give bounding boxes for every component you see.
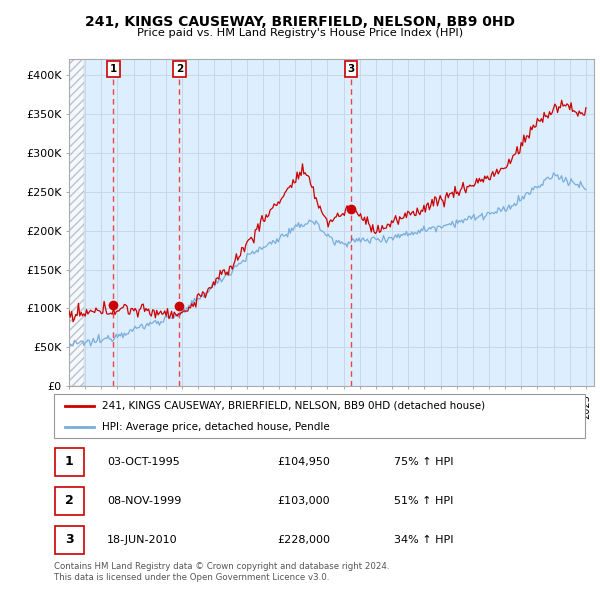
Text: 241, KINGS CAUSEWAY, BRIERFIELD, NELSON, BB9 0HD: 241, KINGS CAUSEWAY, BRIERFIELD, NELSON,…: [85, 15, 515, 30]
Text: 1: 1: [65, 455, 74, 468]
FancyBboxPatch shape: [55, 448, 84, 476]
Text: HPI: Average price, detached house, Pendle: HPI: Average price, detached house, Pend…: [102, 422, 329, 432]
Text: 03-OCT-1995: 03-OCT-1995: [107, 457, 180, 467]
Text: £104,950: £104,950: [277, 457, 330, 467]
Text: 18-JUN-2010: 18-JUN-2010: [107, 535, 178, 545]
Text: 2: 2: [65, 494, 74, 507]
Text: 241, KINGS CAUSEWAY, BRIERFIELD, NELSON, BB9 0HD (detached house): 241, KINGS CAUSEWAY, BRIERFIELD, NELSON,…: [102, 401, 485, 411]
Text: 34% ↑ HPI: 34% ↑ HPI: [394, 535, 454, 545]
Text: Contains HM Land Registry data © Crown copyright and database right 2024.
This d: Contains HM Land Registry data © Crown c…: [54, 562, 389, 582]
Text: 1: 1: [110, 64, 117, 74]
FancyBboxPatch shape: [55, 487, 84, 515]
Text: 08-NOV-1999: 08-NOV-1999: [107, 496, 181, 506]
Text: 2: 2: [176, 64, 183, 74]
Text: 3: 3: [65, 533, 74, 546]
Text: 3: 3: [347, 64, 355, 74]
Text: 75% ↑ HPI: 75% ↑ HPI: [394, 457, 454, 467]
Text: £103,000: £103,000: [277, 496, 329, 506]
Text: 51% ↑ HPI: 51% ↑ HPI: [394, 496, 453, 506]
Text: Price paid vs. HM Land Registry's House Price Index (HPI): Price paid vs. HM Land Registry's House …: [137, 28, 463, 38]
FancyBboxPatch shape: [54, 394, 585, 438]
FancyBboxPatch shape: [55, 526, 84, 554]
Text: £228,000: £228,000: [277, 535, 330, 545]
